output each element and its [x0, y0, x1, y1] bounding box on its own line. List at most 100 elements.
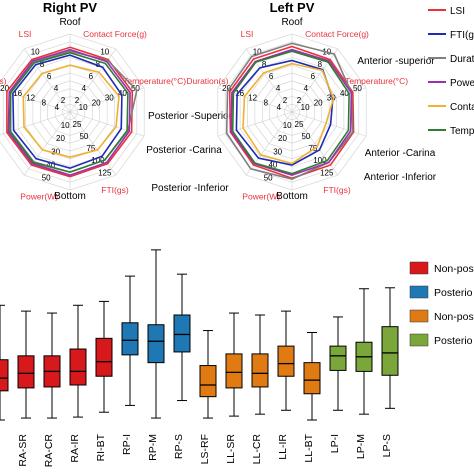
radar-tick-label: 40 [118, 89, 127, 98]
radar-title: Right PV [43, 0, 97, 15]
radar-tick-label: 10 [61, 121, 70, 130]
radar-tick-label: 20 [0, 84, 9, 93]
radar-tick-label: 8 [96, 60, 101, 69]
radar-region-label: Posterior -Carina [146, 145, 222, 156]
radar-tick-label: 100 [91, 156, 105, 165]
radar-series-3 [230, 48, 353, 177]
radar-spoke [291, 87, 367, 113]
radar-tick-label: 2 [61, 96, 66, 105]
radar-tick-label: 30 [327, 94, 336, 103]
radar-tick-label: 20 [314, 99, 323, 108]
box-category-label: LL-CR [251, 434, 263, 465]
radar-tick-label: 25 [295, 120, 304, 129]
radar-axis-title: Duration(s) [186, 76, 228, 86]
box-category-label: LS-RF [199, 434, 211, 464]
box-rect [251, 353, 269, 388]
box-category-label: RP-I [121, 434, 133, 455]
radar-region-label: Posterior -Inferior [151, 183, 229, 194]
radar-tick-label: 4 [54, 84, 59, 93]
radar-tick-label: 100 [313, 156, 327, 165]
radar-axis-title: FTI(gs) [323, 185, 351, 195]
radar-tick-label: 8 [42, 99, 47, 108]
box-rect [17, 355, 35, 389]
radar-series-3 [7, 48, 131, 177]
box-rect [95, 337, 113, 377]
radar-spoke [69, 111, 117, 176]
box-legend-swatch [409, 261, 429, 275]
radar-tick-label: 4 [55, 103, 60, 112]
box-rect [381, 326, 399, 376]
box-rect [0, 359, 9, 392]
radar-tick-label: 10 [301, 103, 310, 112]
radar-tick-label: 8 [264, 99, 269, 108]
radar-axis-title: Power(W) [20, 192, 58, 202]
box-rect [225, 353, 243, 389]
box-category-label: LP-S [381, 434, 393, 457]
radar-legend-label: Temperature(°C) [450, 126, 474, 137]
radar-tick-label: 30 [105, 94, 114, 103]
box-legend-label: Posterio [434, 287, 473, 299]
radar-legend-label: FTI(gs) [450, 30, 474, 41]
radar-region-label: Posterior -Superior [148, 111, 233, 122]
radar-tick-label: 4 [82, 84, 87, 93]
radar-tick-label: 40 [46, 160, 55, 169]
radar-region-label: Roof [281, 17, 302, 28]
radar-tick-label: 4 [277, 103, 282, 112]
box-rect [277, 345, 295, 377]
box-category-label: LP-I [329, 434, 341, 453]
radar-tick-label: 8 [262, 60, 267, 69]
box-rect [173, 314, 191, 353]
radar-tick-label: 10 [253, 48, 262, 57]
radar-tick-label: 40 [340, 89, 349, 98]
radar-tick-label: 2 [283, 96, 288, 105]
radar-region-label: Bottom [276, 191, 308, 202]
radar-axis-title: Temperature(°C) [123, 76, 186, 86]
box-legend-swatch [409, 309, 429, 323]
radar-legend: LSI FTI(gs) Duration(s) Power(W) Contact For… [428, 6, 474, 137]
radar-region-label: Anterior -Inferior [364, 172, 437, 183]
radar-tick-label: 10 [283, 121, 292, 130]
box-category-label: LL-SR [225, 434, 237, 464]
box-rect [303, 362, 321, 395]
box-legend-swatch [409, 333, 429, 347]
box-category-label: LP-M [355, 434, 367, 459]
radar-tick-label: 30 [273, 147, 282, 156]
radar-tick-label: 6 [47, 72, 52, 81]
radar-tick-label: 12 [248, 94, 257, 103]
radar-tick-label: 16 [13, 89, 22, 98]
radar-axis-title: Contact Force(g) [83, 29, 147, 39]
box-rect [69, 348, 87, 386]
radar-region-label: Anterior -superior [357, 56, 435, 67]
radar-tick-label: 50 [42, 173, 51, 182]
box-rect [121, 322, 139, 356]
box-category-label: RI-BT [95, 433, 107, 461]
box-rect [329, 345, 347, 371]
radar-tick-label: 10 [79, 103, 88, 112]
box-legend: Non-pos Posterio Non-pos Posterio [409, 261, 474, 347]
radar-axis-title: LSI [241, 29, 254, 39]
radar-tick-label: 6 [89, 72, 94, 81]
radar-axis-title: FTI(gs) [101, 185, 129, 195]
radar-tick-label: 8 [40, 60, 45, 69]
radar-series-1 [12, 54, 123, 170]
box-legend-label: Posterio [434, 335, 473, 347]
radar-series-4 [242, 62, 335, 165]
radar-tick-label: 25 [73, 120, 82, 129]
radar-series-2 [225, 42, 354, 180]
box-category-label: RA-SR [17, 434, 29, 467]
radar-series-5 [9, 51, 129, 173]
radar-axis-title: LSI [19, 29, 32, 39]
radar-tick-label: 50 [264, 173, 273, 182]
box-plot: RS-RF RA-SR RA-CR RA-IR RI-BT RP-I RP-M RP-S LS-… [0, 249, 399, 468]
box-category-label: RA-CR [43, 434, 55, 468]
radar-tick-label: 20 [278, 134, 287, 143]
radar-tick-label: 6 [311, 72, 316, 81]
radar-tick-label: 2 [75, 96, 80, 105]
radar-tick-label: 4 [304, 84, 309, 93]
radar-tick-label: 8 [318, 60, 323, 69]
radar-legend-label: LSI [450, 6, 465, 17]
box-rect [147, 324, 165, 364]
